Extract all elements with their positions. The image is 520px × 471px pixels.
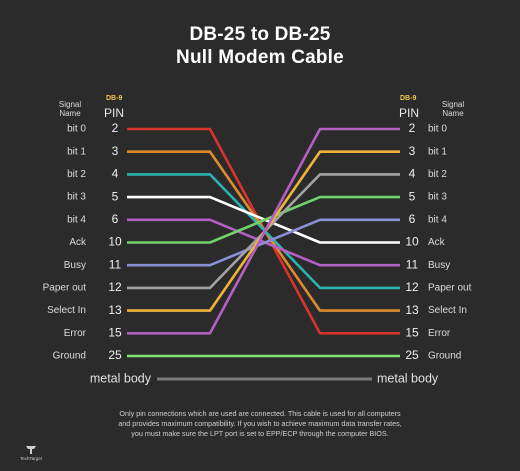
left-connector-label: DB-9 xyxy=(106,95,123,102)
title-line-2: Null Modem Cable xyxy=(176,47,344,68)
left-pin-header: PIN xyxy=(104,106,125,120)
left-pin-number: 6 xyxy=(112,212,119,226)
metal-body-right-label: metal body xyxy=(377,371,439,385)
right-signal-name: bit 1 xyxy=(428,146,447,157)
right-signal-name: Error xyxy=(428,328,451,339)
logo-text: TechTarget xyxy=(19,456,42,461)
left-signal-name: bit 0 xyxy=(67,124,86,135)
right-signal-name: Ack xyxy=(428,237,446,248)
right-pin-number: 3 xyxy=(409,144,416,158)
wire-lavender xyxy=(127,218,400,267)
right-pin-number: 10 xyxy=(405,235,419,249)
footnote: Only pin connections which are used are … xyxy=(60,409,460,439)
left-pin-number: 11 xyxy=(109,257,122,271)
left-signal-header-word1: Signal xyxy=(58,100,82,109)
right-signal-name: bit 0 xyxy=(428,124,447,135)
left-pin-number: 13 xyxy=(108,303,122,317)
left-signal-name: bit 3 xyxy=(67,192,86,203)
wire-purple-long xyxy=(127,127,400,335)
left-pin-number: 3 xyxy=(112,144,119,158)
right-pin-number: 25 xyxy=(405,348,419,362)
left-pin-number: 5 xyxy=(112,189,119,203)
right-signal-name: bit 4 xyxy=(428,214,447,225)
metal-body-left-label: metal body xyxy=(90,371,152,385)
footnote-line-1: Only pin connections which are used are … xyxy=(119,409,401,418)
right-signal-name-header: Signal Name xyxy=(433,100,473,118)
right-pin-number: 11 xyxy=(406,257,419,271)
footnote-line-3: you must make sure the LPT port is set t… xyxy=(131,429,389,438)
right-pin-number: 12 xyxy=(405,280,419,294)
logo-mark-icon xyxy=(26,446,36,454)
wire-green xyxy=(127,195,400,244)
left-signal-name-header: Signal Name xyxy=(50,100,90,118)
left-signal-name: bit 2 xyxy=(67,169,86,180)
right-signal-header-word2: Name xyxy=(442,109,464,118)
right-pin-header: PIN xyxy=(399,106,420,120)
left-signal-name: bit 4 xyxy=(67,214,86,225)
left-signal-header-word2: Name xyxy=(59,109,81,118)
left-signal-name: Ack xyxy=(69,237,87,248)
techtarget-logo: TechTarget xyxy=(18,445,44,461)
right-signal-name: Busy xyxy=(428,260,450,271)
right-signal-name: Paper out xyxy=(428,283,472,294)
right-signal-name: Select In xyxy=(428,305,467,316)
right-signal-header-word1: Signal xyxy=(441,100,465,109)
left-pin-number: 12 xyxy=(108,280,122,294)
right-signal-name: bit 3 xyxy=(428,192,447,203)
right-signal-name: bit 2 xyxy=(428,169,447,180)
right-pin-number: 5 xyxy=(409,189,416,203)
right-pin-number: 4 xyxy=(409,167,416,181)
left-pin-number: 2 xyxy=(112,121,119,135)
title-line-1: DB-25 to DB-25 xyxy=(189,24,331,45)
right-pin-number: 13 xyxy=(405,303,419,317)
left-signal-name: Busy xyxy=(64,260,86,271)
right-pin-number: 6 xyxy=(409,212,416,226)
left-pin-number: 10 xyxy=(108,235,122,249)
left-pin-number: 4 xyxy=(112,167,119,181)
right-pin-number: 15 xyxy=(405,325,419,339)
right-signal-name: Ground xyxy=(428,351,461,362)
left-pin-number: 25 xyxy=(108,348,122,362)
right-pin-number: 2 xyxy=(409,121,416,135)
right-connector-label: DB-9 xyxy=(400,95,417,102)
left-signal-name: Error xyxy=(64,328,87,339)
left-pin-number: 15 xyxy=(108,325,122,339)
left-signal-name: Ground xyxy=(53,351,86,362)
left-signal-name: bit 1 xyxy=(67,146,86,157)
footnote-line-2: and provides maximum compatibility. If y… xyxy=(118,419,402,428)
left-signal-name: Select In xyxy=(47,305,86,316)
left-signal-name: Paper out xyxy=(43,283,87,294)
